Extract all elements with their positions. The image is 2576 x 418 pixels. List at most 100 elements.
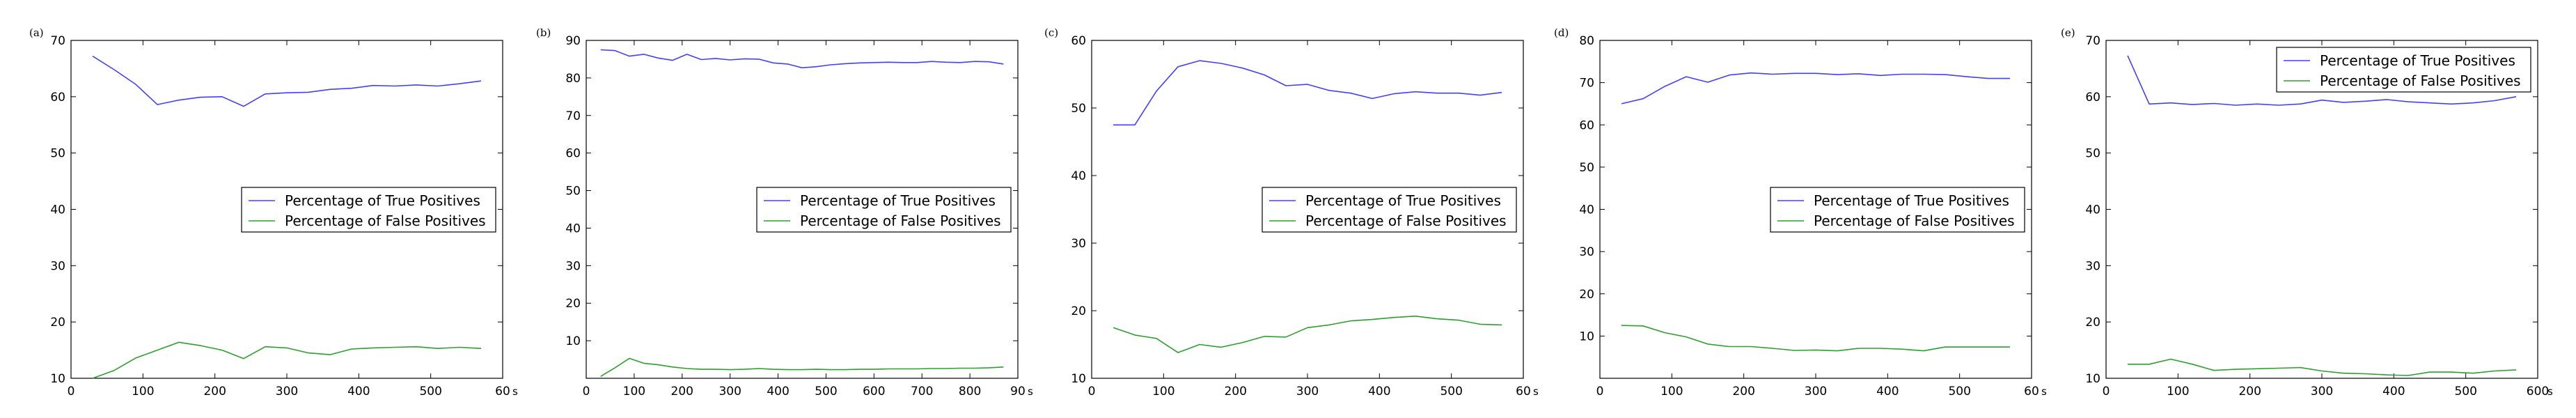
legend: Percentage of True Positives Percentage o… [1262, 187, 1517, 233]
y-tick-label: 20 [50, 316, 65, 330]
x-tick-label: 600 [863, 385, 885, 398]
x-tick-label: 90 [1010, 385, 1026, 398]
x-tick-label: 400 [347, 385, 370, 398]
legend-box [2276, 47, 2531, 93]
chart-panel-a: (a)0 100 200 300 400 500 60 s10203040506070Perc… [29, 26, 518, 398]
x-tick-label: 500 [815, 385, 837, 398]
y-tick-label: 50 [1579, 161, 1594, 175]
series-line-true-positives [2127, 55, 2517, 106]
y-tick-label: 20 [1579, 288, 1594, 302]
y-tick-label: 70 [50, 34, 65, 48]
y-tick-label: 40 [50, 203, 65, 217]
legend: Percentage of True Positives Percentage o… [1770, 187, 2025, 233]
chart-panel-d: (d)0 100 200 300 400 500 60 s1020304050607080Pe… [1554, 26, 2047, 398]
x-tick-label: 700 [911, 385, 933, 398]
legend-label-true-positives: Percentage of True Positives [800, 192, 996, 209]
legend-box [241, 187, 496, 233]
y-tick-label: 90 [565, 34, 581, 48]
x-tick-label: 300 [1296, 385, 1319, 398]
series-line-false-positives [1113, 315, 1502, 353]
y-tick-label: 60 [1071, 34, 1086, 48]
y-tick-label: 60 [1579, 118, 1594, 132]
y-tick-label: 10 [1071, 372, 1086, 386]
chart-panel-c: (c)0 100 200 300 400 500 60 s102030405060Percen… [1044, 26, 1539, 398]
x-tick-label: 200 [203, 385, 226, 398]
y-tick-label: 40 [2085, 203, 2100, 217]
series-line-true-positives [1621, 72, 2010, 104]
x-axis-unit: s [2547, 385, 2553, 398]
chart-panel-b: (b)0 100 200 300 400 500 600 700 800 90 s102030405… [536, 26, 1033, 398]
series-line-false-positives [92, 341, 482, 379]
x-tick-label: 200 [1732, 385, 1754, 398]
series-line-false-positives [1621, 325, 2010, 352]
x-tick-label: 500 [1948, 385, 1970, 398]
x-tick-label: 400 [1876, 385, 1899, 398]
panel-label: (a) [29, 26, 44, 39]
plot-frame [2105, 40, 2538, 379]
x-tick-label: 0 [68, 385, 75, 398]
x-tick-label: 60 [2024, 385, 2039, 398]
x-tick-label: 100 [132, 385, 154, 398]
x-tick-label: 100 [2167, 385, 2189, 398]
panel-label: (c) [1044, 26, 1058, 39]
y-tick-label: 80 [565, 72, 581, 86]
x-axis-unit: s [1028, 385, 1033, 398]
y-tick-label: 30 [565, 259, 581, 273]
y-tick-label: 60 [2085, 91, 2100, 104]
series-line-true-positives [1113, 60, 1502, 126]
x-tick-label: 200 [671, 385, 693, 398]
legend: Percentage of True Positives Percentage o… [241, 187, 496, 233]
legend-label-false-positives: Percentage of False Positives [285, 212, 486, 229]
y-tick-label: 70 [565, 109, 581, 123]
x-tick-label: 0 [1088, 385, 1096, 398]
y-tick-label: 30 [1071, 237, 1086, 251]
legend-label-false-positives: Percentage of False Positives [1814, 212, 2015, 229]
y-tick-label: 20 [565, 297, 581, 311]
x-tick-label: 100 [1152, 385, 1175, 398]
y-tick-label: 40 [565, 222, 581, 235]
y-tick-label: 60 [50, 91, 65, 104]
x-tick-label: 300 [276, 385, 298, 398]
legend-label-true-positives: Percentage of True Positives [285, 192, 480, 209]
y-tick-label: 20 [2085, 316, 2100, 330]
y-tick-label: 50 [565, 185, 581, 199]
x-tick-label: 200 [2238, 385, 2261, 398]
x-axis-unit: s [1533, 385, 1539, 398]
y-tick-label: 60 [565, 147, 581, 161]
x-tick-label: 300 [1805, 385, 1827, 398]
legend-label-true-positives: Percentage of True Positives [1814, 192, 2009, 209]
x-tick-label: 500 [1440, 385, 1462, 398]
y-tick-label: 10 [565, 334, 581, 348]
x-tick-label: 60 [1516, 385, 1531, 398]
y-tick-label: 40 [1579, 203, 1594, 217]
x-axis-unit: s [512, 385, 518, 398]
x-tick-label: 0 [1596, 385, 1604, 398]
x-tick-label: 200 [1224, 385, 1246, 398]
y-tick-label: 70 [1579, 77, 1594, 91]
x-tick-label: 800 [959, 385, 981, 398]
x-tick-label: 0 [2103, 385, 2110, 398]
x-tick-label: 500 [419, 385, 441, 398]
series-line-true-positives [92, 55, 482, 107]
y-tick-label: 50 [50, 147, 65, 161]
y-tick-label: 50 [1071, 102, 1086, 116]
x-tick-label: 400 [767, 385, 789, 398]
x-tick-label: 600 [2527, 385, 2549, 398]
legend-label-true-positives: Percentage of True Positives [1305, 192, 1501, 209]
y-tick-label: 40 [1071, 169, 1086, 183]
legend: Percentage of True Positives Percentage o… [2276, 47, 2531, 93]
legend-label-false-positives: Percentage of False Positives [1305, 212, 1507, 229]
y-tick-label: 30 [50, 259, 65, 273]
legend-box [1770, 187, 2025, 233]
series-line-false-positives [2128, 358, 2517, 376]
y-tick-label: 10 [2085, 372, 2100, 386]
y-tick-label: 30 [2085, 259, 2100, 273]
y-tick-label: 10 [1579, 330, 1594, 343]
legend-label-false-positives: Percentage of False Positives [2320, 72, 2521, 89]
x-tick-label: 400 [2382, 385, 2405, 398]
series-line-true-positives [600, 49, 1004, 69]
x-axis-unit: s [2041, 385, 2047, 398]
panel-label: (d) [1554, 26, 1569, 39]
panel-label: (b) [536, 26, 551, 39]
